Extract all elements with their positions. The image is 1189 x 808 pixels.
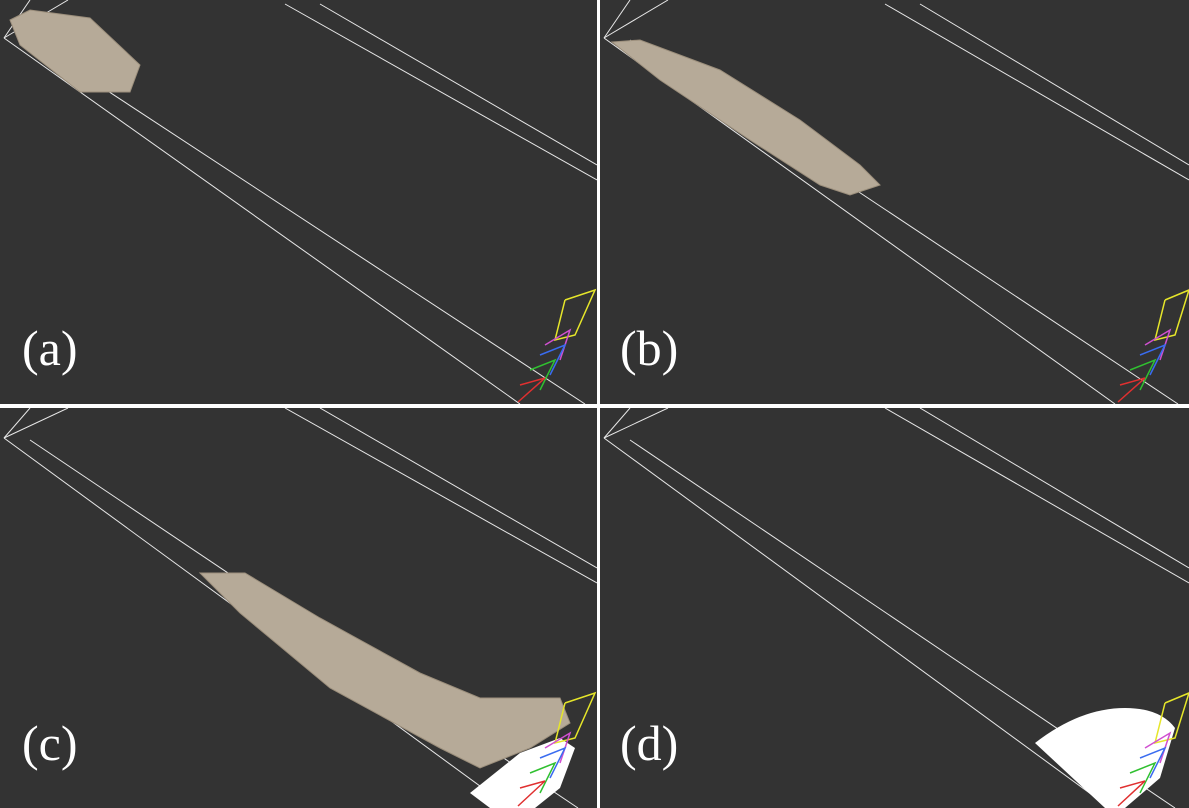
- funnel: [1117, 692, 1189, 807]
- granular-mass: [198, 572, 571, 769]
- granular-mass: [9, 9, 141, 93]
- funnel: [517, 691, 597, 807]
- chute-frame: [3, 0, 597, 404]
- granular-mass: [610, 39, 881, 196]
- panel-label: (d): [620, 715, 678, 771]
- funnel: [1117, 289, 1189, 403]
- panel-b: (b): [600, 0, 1189, 404]
- panel-label: (a): [22, 320, 78, 376]
- settled-pile: [1035, 708, 1175, 808]
- panel-label: (c): [22, 715, 78, 771]
- panel-d: (d): [600, 408, 1189, 808]
- panel-a: (a): [0, 0, 597, 404]
- settled-pile: [470, 738, 575, 808]
- panel-c: (c): [0, 408, 597, 808]
- panel-label: (b): [620, 320, 678, 376]
- funnel: [517, 288, 597, 403]
